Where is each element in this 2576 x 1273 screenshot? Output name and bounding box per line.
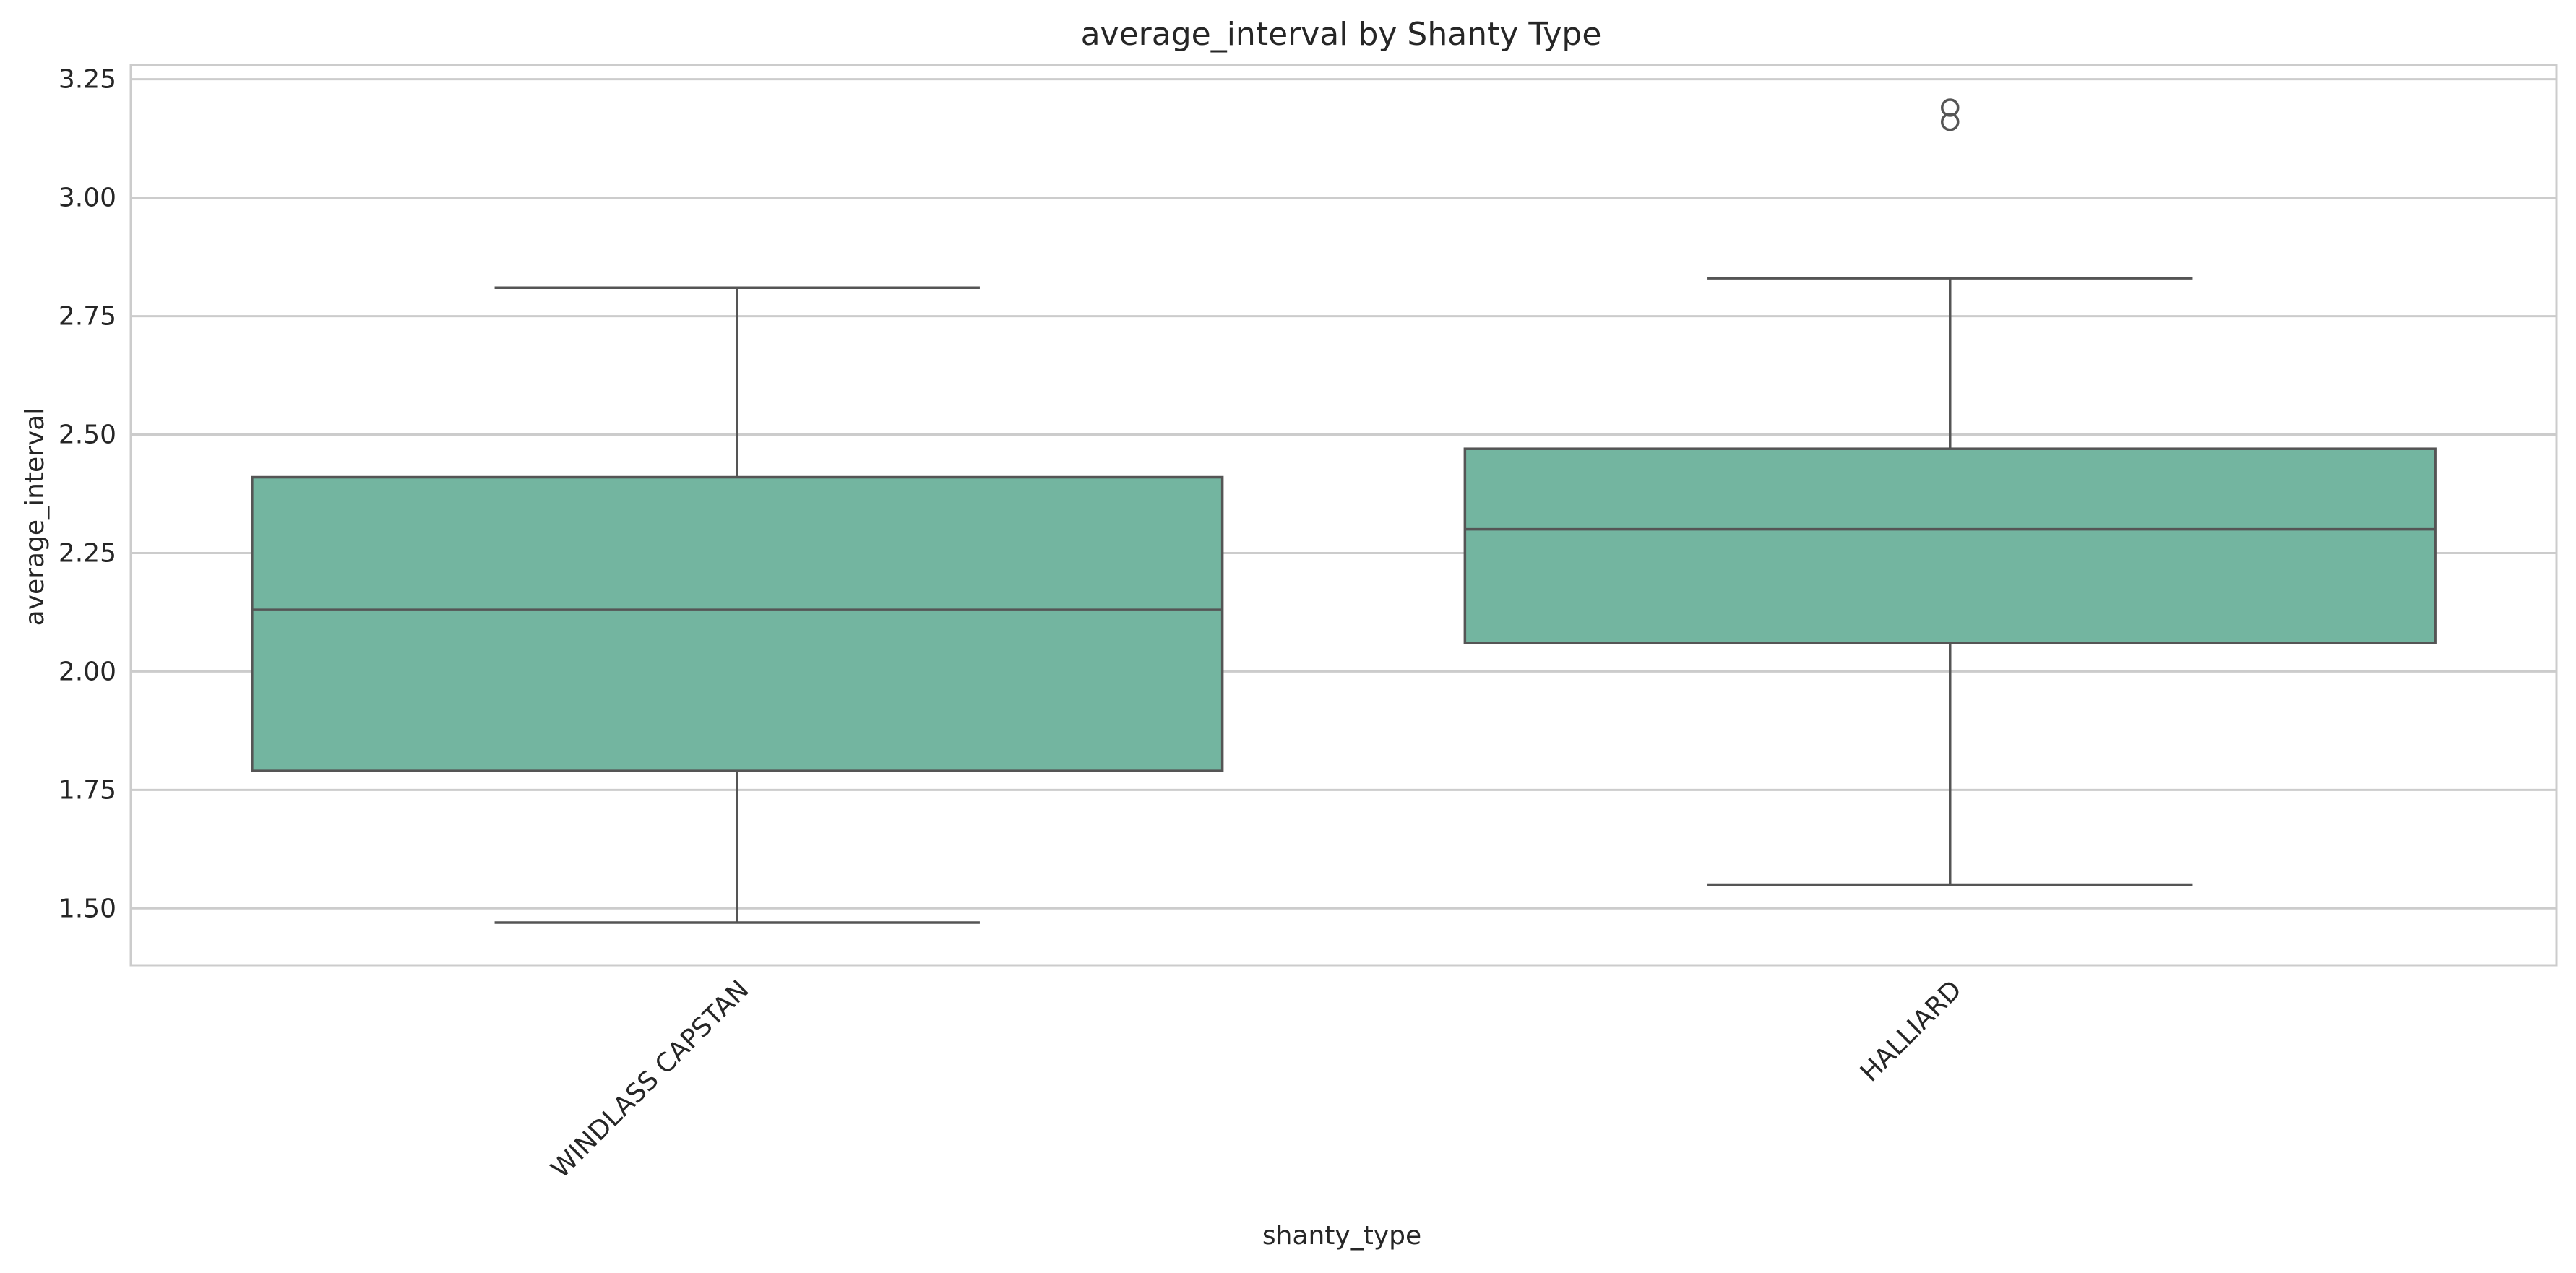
iqr-box <box>251 475 1224 772</box>
chart-title: average_interval by Shanty Type <box>1081 16 1602 53</box>
x-axis-label: shanty_type <box>1262 1221 1421 1251</box>
y-tick-label: 3.00 <box>59 184 116 213</box>
y-tick-label: 1.75 <box>59 775 116 805</box>
boxes <box>251 98 2437 924</box>
y-tick-label: 2.50 <box>59 420 116 450</box>
y-tick-label: 3.25 <box>59 65 116 95</box>
y-tick-label: 1.50 <box>59 894 116 923</box>
box-group <box>251 286 1224 924</box>
iqr-box <box>1463 447 2437 644</box>
plot-frame <box>129 64 2558 967</box>
y-axis-label: average_interval <box>20 407 50 626</box>
outlier-point <box>1941 112 1960 131</box>
y-tick-label: 2.75 <box>59 302 116 332</box>
y-tick-label: 2.00 <box>59 657 116 686</box>
box-group <box>1463 98 2437 886</box>
y-tick-labels: 1.50 1.75 2.00 2.25 2.50 2.75 3.00 3.25 <box>59 65 116 924</box>
y-tick-label: 2.25 <box>59 538 116 568</box>
outlier-point <box>1941 98 1960 117</box>
